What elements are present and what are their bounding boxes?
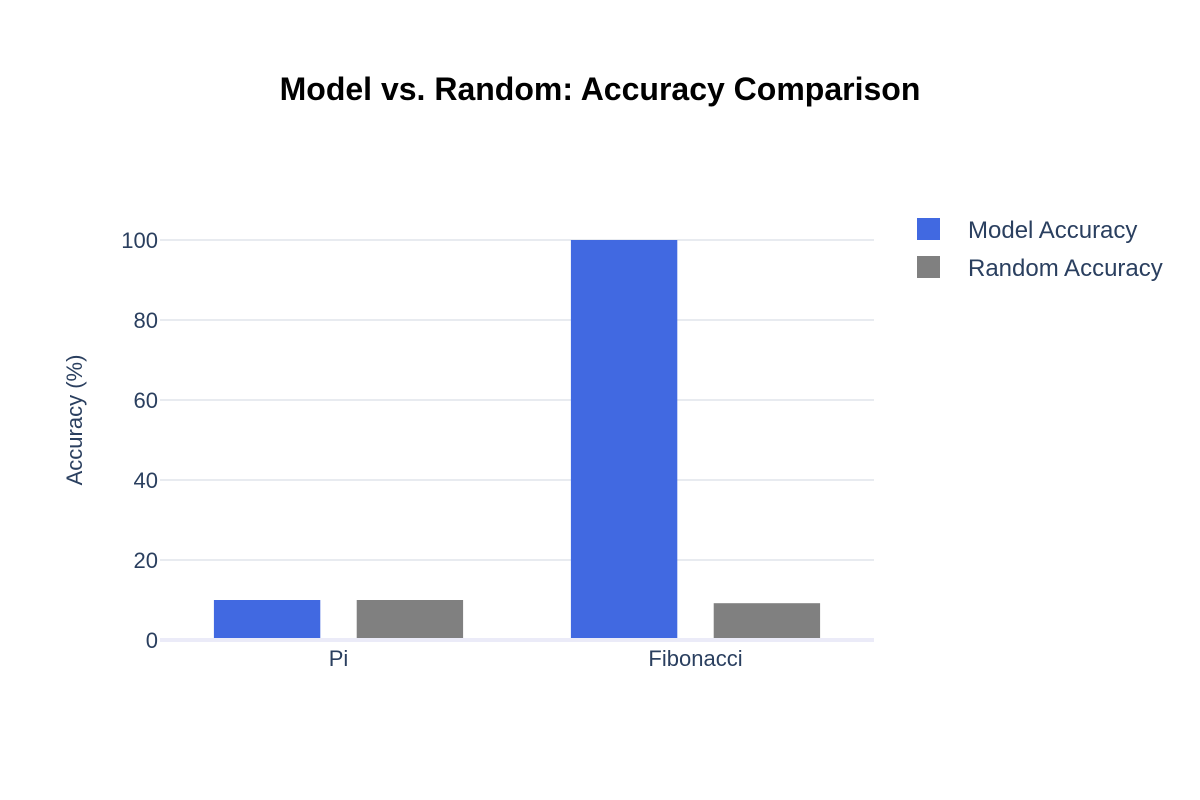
gridlines	[160, 239, 874, 561]
legend-label[interactable]: Model Accuracy	[968, 217, 1137, 244]
legend-swatch[interactable]	[917, 218, 940, 240]
y-tick-label: 20	[134, 548, 158, 573]
x-tick-label: Fibonacci	[648, 646, 742, 671]
y-tick-label: 60	[134, 388, 158, 413]
bars	[213, 240, 821, 640]
bar-random-accuracy-fibonacci[interactable]	[713, 603, 821, 640]
y-tick-label: 40	[134, 468, 158, 493]
y-tick-label: 0	[146, 628, 158, 653]
x-tick-labels: Pi Fibonacci	[329, 646, 743, 671]
bar-random-accuracy-pi[interactable]	[356, 600, 464, 640]
legend[interactable]: Model Accuracy Random Accuracy	[917, 217, 1163, 282]
legend-swatch[interactable]	[917, 256, 940, 278]
chart-title: Model vs. Random: Accuracy Comparison	[280, 71, 921, 107]
x-tick-label: Pi	[329, 646, 349, 671]
bar-model-accuracy-fibonacci[interactable]	[570, 240, 678, 640]
y-tick-label: 80	[134, 308, 158, 333]
y-tick-label: 100	[121, 228, 158, 253]
y-axis-title: Accuracy (%)	[62, 355, 87, 486]
bar-model-accuracy-pi[interactable]	[213, 600, 321, 640]
legend-label[interactable]: Random Accuracy	[968, 255, 1163, 282]
y-tick-labels: 0 20 40 60 80 100	[121, 228, 158, 653]
